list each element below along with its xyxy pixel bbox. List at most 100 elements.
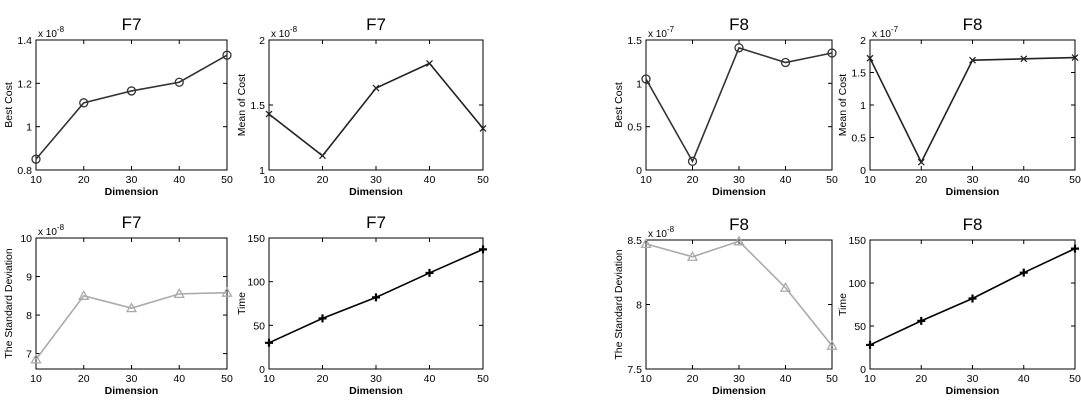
data-point xyxy=(687,156,698,166)
y-axis-label: Best Cost xyxy=(3,82,15,128)
series-line xyxy=(645,240,833,347)
data-point xyxy=(265,110,273,118)
subplot-6: 10 20 30 40 50 0 50 100 150 F7 Dimension Time xyxy=(236,213,489,397)
chart-title: F8 xyxy=(729,15,749,34)
data-point xyxy=(31,154,41,164)
data-point xyxy=(1019,268,1028,277)
x-tick-label: 50 xyxy=(221,174,233,186)
y-tick-label: 7.5 xyxy=(627,364,642,376)
x-tick-label: 40 xyxy=(424,174,436,186)
data-point xyxy=(479,124,487,132)
data-point xyxy=(917,316,926,325)
data-point xyxy=(425,268,434,277)
y-tick-label: 2 xyxy=(259,35,265,47)
data-point xyxy=(640,238,652,249)
data-point xyxy=(780,57,791,68)
x-tick-label: 30 xyxy=(733,373,745,385)
axis-multiplier: x 10-8 xyxy=(38,25,65,40)
data-point xyxy=(265,338,273,347)
x-tick-label: 30 xyxy=(967,373,979,385)
x-tick-label: 40 xyxy=(1018,373,1030,385)
y-tick-label: 1.2 xyxy=(17,78,32,90)
data-point xyxy=(826,339,838,350)
subplot-4: 10 20 30 40 50 0 0.5 1 1.5 2 F8 Dimension Mean of Co… xyxy=(837,15,1081,198)
y-tick-label: 1 xyxy=(259,165,265,177)
x-tick-label: 50 xyxy=(477,174,489,186)
subplot-3: 10 20 30 40 50 0 0.5 1 1.5 F8 Dimension Best Cost x … xyxy=(613,15,838,198)
axes-box xyxy=(869,239,1076,370)
series-line xyxy=(869,56,1076,164)
chart-title: F7 xyxy=(366,213,386,232)
y-tick-label: 100 xyxy=(848,278,866,290)
data-point xyxy=(1071,54,1079,62)
data-point xyxy=(221,286,233,297)
y-tick-label: 150 xyxy=(247,233,265,245)
x-tick-label: 20 xyxy=(317,174,329,186)
chart-title: F8 xyxy=(963,15,983,34)
axis-multiplier: x 10-8 xyxy=(271,25,298,40)
data-point xyxy=(372,293,380,302)
x-tick-label: 20 xyxy=(915,373,927,385)
chart-title: F7 xyxy=(122,15,142,34)
x-axis-label: Dimension xyxy=(946,385,1000,397)
x-axis-label: Dimension xyxy=(105,186,159,198)
x-tick-label: 30 xyxy=(370,174,382,186)
axis-multiplier: x 10-8 xyxy=(648,225,675,240)
x-tick-label: 40 xyxy=(173,373,185,385)
data-point xyxy=(866,54,874,62)
y-tick-label: 0 xyxy=(860,364,866,376)
axis-multiplier-exponent: -8 xyxy=(57,223,65,232)
y-tick-label: 100 xyxy=(247,277,265,289)
axis-multiplier-exponent: -8 xyxy=(57,25,65,34)
subplot-5: 10 20 30 40 50 7 8 9 10 F7 Dimension The Standard D… xyxy=(3,213,233,397)
y-axis-label: The Standard Deviation xyxy=(613,249,625,359)
x-tick-label: 20 xyxy=(78,174,90,186)
subplot-7: 10 20 30 40 50 7.5 8 8.5 F8 Dimension The Standard… xyxy=(613,215,838,397)
x-tick-label: 10 xyxy=(640,373,652,385)
data-point xyxy=(318,314,327,323)
x-tick-label: 30 xyxy=(126,373,138,385)
data-point xyxy=(641,74,651,84)
y-tick-label: 1 xyxy=(26,122,32,134)
data-point xyxy=(1071,244,1079,253)
x-tick-label: 10 xyxy=(640,174,652,186)
data-point xyxy=(969,56,976,64)
y-tick-label: 7 xyxy=(26,349,32,361)
axis-multiplier-exponent: -7 xyxy=(667,25,675,34)
data-point xyxy=(686,250,699,261)
x-tick-label: 10 xyxy=(864,373,876,385)
y-tick-label: 0 xyxy=(259,364,265,376)
x-tick-label: 30 xyxy=(733,174,745,186)
y-tick-label: 9 xyxy=(26,272,32,284)
x-axis-label: Dimension xyxy=(349,385,403,397)
data-point xyxy=(173,288,185,299)
x-tick-label: 10 xyxy=(263,174,275,186)
data-point xyxy=(779,281,792,292)
axis-multiplier-exponent: -8 xyxy=(667,225,675,234)
series-line xyxy=(35,54,228,160)
data-point xyxy=(174,77,184,87)
axes-box xyxy=(645,239,833,370)
data-point xyxy=(866,340,874,349)
data-point xyxy=(372,84,380,92)
x-tick-label: 50 xyxy=(826,373,838,385)
y-tick-label: 0 xyxy=(636,165,642,177)
data-point xyxy=(126,86,137,96)
chart-title: F8 xyxy=(729,215,749,234)
chart-title: F7 xyxy=(366,15,386,34)
x-tick-label: 50 xyxy=(1069,174,1081,186)
x-tick-label: 20 xyxy=(687,174,699,186)
x-axis-label: Dimension xyxy=(349,186,403,198)
axis-multiplier-exponent: -7 xyxy=(891,25,899,34)
x-tick-label: 10 xyxy=(30,174,42,186)
series-line xyxy=(268,62,484,157)
axes-box xyxy=(35,39,228,171)
y-tick-label: 1.5 xyxy=(250,100,265,112)
data-point xyxy=(1020,55,1028,63)
x-tick-label: 20 xyxy=(915,174,927,186)
y-tick-label: 0.5 xyxy=(627,122,642,134)
data-point xyxy=(222,50,232,60)
y-tick-label: 1 xyxy=(860,100,866,112)
data-point xyxy=(734,43,744,53)
